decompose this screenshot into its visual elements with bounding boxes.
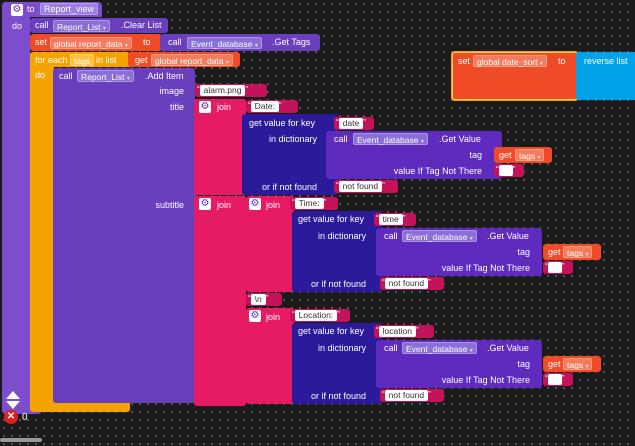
call-keyword: call xyxy=(384,343,398,353)
call-keyword: call xyxy=(59,71,73,81)
do-keyword: do xyxy=(35,70,46,80)
title-dict-lookup-block[interactable] xyxy=(242,114,338,195)
to-keyword: to xyxy=(27,4,35,14)
title-param-label: title xyxy=(169,102,184,112)
time-key-text[interactable]: “time” xyxy=(374,213,416,226)
procedure-name-field[interactable]: Report_view xyxy=(40,3,99,15)
gear-icon[interactable]: ⚙ xyxy=(11,4,23,16)
location-key-text[interactable]: “location” xyxy=(374,325,434,338)
component-dropdown[interactable]: Event_database ▾ xyxy=(187,37,262,49)
join-keyword: join xyxy=(217,200,232,210)
variable-dropdown[interactable]: global report_data ▾ xyxy=(151,54,233,66)
to-keyword: to xyxy=(143,37,151,47)
get-value-for-key-label: get value for key xyxy=(298,326,365,336)
empty-text-block[interactable]: “” xyxy=(543,261,573,274)
component-dropdown[interactable]: Event_database ▾ xyxy=(402,230,477,242)
method-label: .Clear List xyxy=(121,20,162,30)
gear-icon[interactable]: ⚙ xyxy=(249,310,261,322)
time-prefix-text[interactable]: “Time:” xyxy=(290,197,338,210)
image-text-block[interactable]: “alarm.png” xyxy=(195,84,267,97)
call-keyword: call xyxy=(384,231,398,241)
subtitle-join-block[interactable] xyxy=(194,196,246,406)
value-if-not-there-label: value If Tag Not There xyxy=(393,166,482,176)
join-keyword: join xyxy=(217,102,232,112)
error-count: 0 xyxy=(22,412,28,423)
value-if-not-there-label: value If Tag Not There xyxy=(441,375,530,385)
do-keyword: do xyxy=(12,21,23,31)
tag-param-label: tag xyxy=(517,359,530,369)
join-keyword: join xyxy=(266,312,281,322)
procedure-block[interactable] xyxy=(2,2,30,414)
variable-dropdown[interactable]: global report_data ▾ xyxy=(50,37,132,49)
gear-icon[interactable]: ⚙ xyxy=(199,198,211,210)
or-if-not-found-label: or if not found xyxy=(310,279,366,289)
reverse-list-block[interactable] xyxy=(576,52,635,100)
component-dropdown[interactable]: Report_List ▾ xyxy=(53,20,110,32)
for-each-keyword: for each xyxy=(35,55,68,65)
get-value-for-key-label: get value for key xyxy=(249,118,316,128)
newline-text-block[interactable]: “\n” xyxy=(246,293,282,306)
reverse-list-label: reverse list xyxy=(584,56,628,66)
not-found-text[interactable]: “not found” xyxy=(380,277,444,290)
variable-dropdown[interactable]: tags ▾ xyxy=(563,358,593,370)
value-if-not-there-label: value If Tag Not There xyxy=(441,263,530,273)
get-keyword: get xyxy=(548,247,561,257)
loop-variable-field[interactable]: tags xyxy=(70,54,95,66)
method-label: .Add Item xyxy=(145,71,184,81)
warning-toggle-icon[interactable] xyxy=(6,391,20,399)
method-label: .Get Value xyxy=(487,231,529,241)
join-keyword: join xyxy=(266,200,281,210)
to-keyword: to xyxy=(558,56,566,66)
get-keyword: get xyxy=(499,150,512,160)
in-dictionary-label: in dictionary xyxy=(317,343,366,353)
or-if-not-found-label: or if not found xyxy=(261,182,317,192)
empty-text-block[interactable]: “” xyxy=(494,164,524,177)
horizontal-scrollbar[interactable] xyxy=(0,438,42,442)
get-keyword: get xyxy=(548,359,561,369)
or-if-not-found-label: or if not found xyxy=(310,391,366,401)
image-param-label: image xyxy=(159,86,184,96)
empty-text-block[interactable]: “” xyxy=(543,373,573,386)
for-each-footer xyxy=(30,402,130,412)
variable-dropdown[interactable]: tags ▾ xyxy=(515,149,545,161)
in-dictionary-label: in dictionary xyxy=(268,134,317,144)
call-keyword: call xyxy=(35,20,49,30)
error-icon[interactable]: ✕ xyxy=(4,410,18,424)
method-label: .Get Value xyxy=(487,343,529,353)
method-label: .Get Value xyxy=(439,134,481,144)
time-join-block[interactable] xyxy=(246,196,294,292)
call-keyword: call xyxy=(334,134,348,144)
not-found-text[interactable]: “not found” xyxy=(334,180,398,193)
component-dropdown[interactable]: Report_List ▾ xyxy=(77,70,134,82)
variable-dropdown[interactable]: global date_sort ▾ xyxy=(473,55,547,67)
in-list-keyword: in list xyxy=(96,55,117,65)
get-keyword: get xyxy=(135,55,148,65)
tag-param-label: tag xyxy=(517,247,530,257)
location-dict-lookup-block[interactable] xyxy=(292,323,382,404)
tag-param-label: tag xyxy=(469,150,482,160)
subtitle-param-label: subtitle xyxy=(155,200,184,210)
set-keyword: set xyxy=(458,56,471,66)
in-dictionary-label: in dictionary xyxy=(317,231,366,241)
not-found-text[interactable]: “not found” xyxy=(380,389,444,402)
location-prefix-text[interactable]: “Location:” xyxy=(290,309,350,322)
gear-icon[interactable]: ⚙ xyxy=(249,198,261,210)
location-join-block[interactable] xyxy=(246,308,294,404)
title-join-block[interactable] xyxy=(194,99,246,195)
set-keyword: set xyxy=(35,37,48,47)
for-each-block[interactable] xyxy=(30,52,54,407)
call-keyword: call xyxy=(168,37,182,47)
method-label: .Get Tags xyxy=(272,37,311,47)
time-dict-lookup-block[interactable] xyxy=(292,211,382,292)
get-value-for-key-label: get value for key xyxy=(298,214,365,224)
component-dropdown[interactable]: Event_database ▾ xyxy=(402,342,477,354)
date-prefix-text[interactable]: “Date:” xyxy=(246,100,298,113)
date-key-text[interactable]: “date” xyxy=(334,117,374,130)
procedure-footer xyxy=(2,405,42,414)
collapse-toggle-icon[interactable] xyxy=(6,401,20,409)
add-item-call-block[interactable] xyxy=(53,68,195,403)
gear-icon[interactable]: ⚙ xyxy=(199,101,211,113)
component-dropdown[interactable]: Event_database ▾ xyxy=(353,133,428,145)
variable-dropdown[interactable]: tags ▾ xyxy=(563,246,593,258)
